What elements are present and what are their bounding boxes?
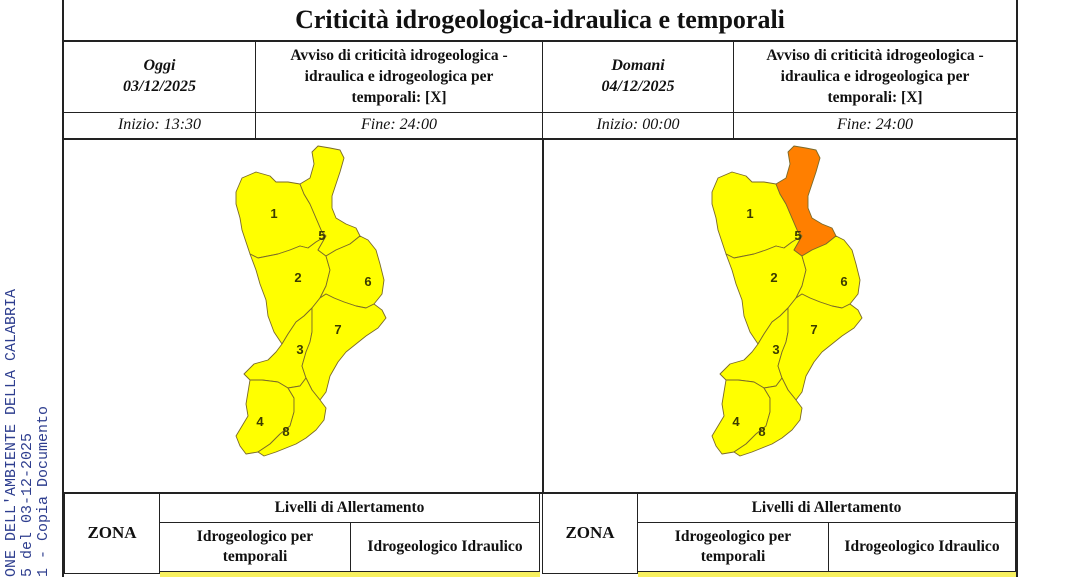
zone-8-area: [733, 377, 803, 457]
today-zona-header: ZONA: [64, 492, 160, 574]
today-start: Inizio: 13:30: [117, 116, 202, 133]
today-avviso-cell: Avviso di criticità idrogeologica - idra…: [255, 40, 542, 112]
zone-3-label: 3: [296, 342, 303, 357]
zone-2-label: 2: [294, 270, 301, 285]
today-end: Fine: 24:00: [255, 112, 542, 138]
tomorrow-date-cell: Domani 04/12/2025: [542, 40, 733, 112]
today-livelli-header: Livelli di Allertamento: [159, 492, 540, 523]
tomorrow-avviso-line-3: temporali: [X]: [827, 88, 923, 106]
zone-6-label: 6: [364, 274, 371, 289]
tomorrow-avviso-cell: Avviso di criticità idrogeologica - idra…: [733, 40, 1016, 112]
zone-4-label: 4: [256, 414, 264, 429]
tomorrow-avviso-line-2: idraulica e idrogeologica per: [780, 67, 970, 85]
tomorrow-end: Fine: 24:00: [733, 112, 1016, 138]
today-avviso-line-3: temporali: [X]: [351, 88, 447, 106]
today-idro-idraulico-header: Idrogeologico Idraulico: [350, 522, 540, 572]
bulletin-sheet: Criticità idrogeologica-idraulica e temp…: [62, 0, 1018, 577]
zone-8-area: [257, 377, 327, 457]
protocol-stamp: ONE DELL'AMBIENTE DELLA CALABRIA 5 del 0…: [3, 268, 64, 577]
today-avviso-line-2: idraulica e idrogeologica per: [304, 67, 494, 85]
tomorrow-zona-header: ZONA: [542, 492, 638, 574]
zone-8-label: 8: [758, 424, 765, 439]
page-title: Criticità idrogeologica-idraulica e temp…: [64, 0, 1016, 42]
zone-1-label: 1: [746, 206, 753, 221]
today-label: Oggi: [143, 57, 176, 74]
stamp-text: ONE DELL'AMBIENTE DELLA CALABRIA 5 del 0…: [3, 288, 52, 577]
zone-2-label: 2: [770, 270, 777, 285]
tomorrow-livelli-header: Livelli di Allertamento: [637, 492, 1016, 523]
today-legend-table: ZONA Livelli di Allertamento Idrogeologi…: [64, 492, 542, 577]
zone-7-area: [777, 293, 863, 401]
today-idro-temporali-header: Idrogeologico per temporali: [159, 522, 351, 572]
today-idro-temporali-line-2: temporali: [222, 548, 288, 565]
tomorrow-idro-idraulico-header: Idrogeologico Idraulico: [828, 522, 1016, 572]
today-idro-temporali-line-1: Idrogeologico per: [196, 528, 314, 545]
today-date-cell: Oggi 03/12/2025: [64, 40, 255, 112]
tomorrow-date: 04/12/2025: [601, 78, 675, 95]
today-map-panel: 1 2 3 4 5 6 7 8: [64, 138, 542, 492]
today-calabria-map: 1 2 3 4 5 6 7 8: [235, 145, 387, 457]
zone-5-label: 5: [318, 228, 325, 243]
zone-4-label: 4: [732, 414, 740, 429]
stamp-line-1: ONE DELL'AMBIENTE DELLA CALABRIA: [3, 288, 20, 577]
today-level-strip: [160, 572, 540, 577]
tomorrow-idro-temporali-line-1: Idrogeologico per: [674, 528, 792, 545]
tomorrow-avviso-line-1: Avviso di criticità idrogeologica -: [766, 46, 984, 64]
zone-7-area: [301, 293, 387, 401]
zone-1-label: 1: [270, 206, 277, 221]
zone-8-label: 8: [282, 424, 289, 439]
zone-5-label: 5: [794, 228, 801, 243]
header-row: Oggi 03/12/2025 Avviso di criticità idro…: [64, 40, 1016, 113]
zone-3-label: 3: [772, 342, 779, 357]
today-date: 03/12/2025: [123, 78, 196, 95]
today-avviso-line-1: Avviso di criticità idrogeologica -: [290, 46, 508, 64]
tomorrow-label: Domani: [611, 57, 665, 74]
zone-5-area: [299, 145, 361, 257]
tomorrow-legend-table: ZONA Livelli di Allertamento Idrogeologi…: [542, 492, 1016, 577]
tomorrow-calabria-map: 1 2 3 4 5 6 7 8: [711, 145, 863, 457]
tomorrow-start: Inizio: 00:00: [542, 112, 733, 138]
stamp-line-2: 5 del 03-12-2025: [19, 432, 36, 577]
time-row: Inizio: 13:30 Fine: 24:00 Inizio: 00:00 …: [64, 112, 1016, 140]
zone-7-label: 7: [334, 322, 341, 337]
zone-5-area: [775, 145, 837, 257]
zone-6-label: 6: [840, 274, 847, 289]
stamp-line-3: 1 - Copia Documento: [35, 405, 52, 577]
maps-row: 1 2 3 4 5 6 7 8 1 2 3 4 5 6 7 8: [64, 138, 1016, 494]
tomorrow-idro-temporali-header: Idrogeologico per temporali: [637, 522, 829, 572]
tomorrow-level-strip: [638, 572, 1016, 577]
tomorrow-idro-temporali-line-2: temporali: [700, 548, 766, 565]
zone-7-label: 7: [810, 322, 817, 337]
tomorrow-map-panel: 1 2 3 4 5 6 7 8: [542, 138, 1018, 492]
